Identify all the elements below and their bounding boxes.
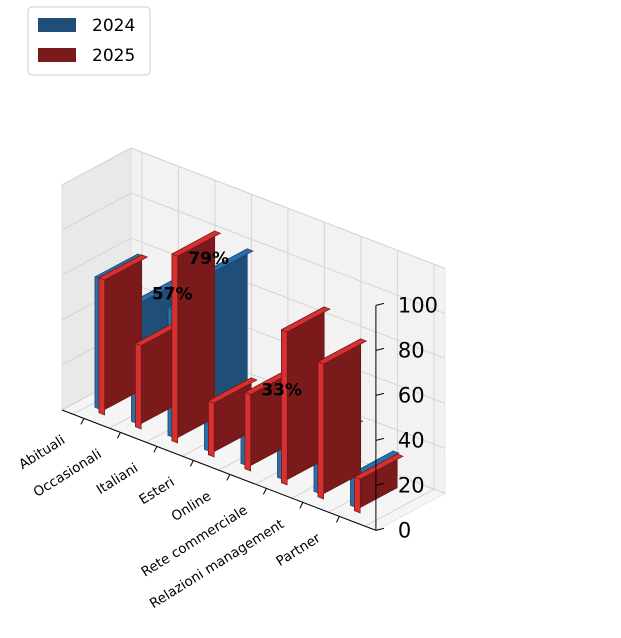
data-label: 79%: [188, 249, 229, 269]
bar-2025-online: [244, 368, 295, 472]
z-tick-label: 100: [398, 293, 438, 317]
bar-2025-relazioni-management: [317, 338, 368, 500]
x-axis-line: [61, 409, 377, 531]
z-tick-mark: [375, 302, 385, 306]
legend-swatch-2025: [38, 48, 76, 62]
z-tick-mark: [375, 482, 385, 486]
z-tick-label: 60: [398, 383, 425, 407]
legend-swatch-2024: [38, 18, 76, 32]
z-tick-mark: [375, 437, 385, 441]
z-tick-label: 80: [398, 338, 425, 362]
grid-line-z-100: [61, 147, 446, 269]
x-tick-label: Esteri: [136, 474, 177, 508]
legend-label-2024: 2024: [92, 16, 135, 36]
data-label: 33%: [261, 381, 302, 401]
data-label: 57%: [152, 285, 193, 305]
z-tick-label: 20: [398, 473, 425, 497]
data-labels: 57% 79% 33%: [152, 249, 302, 401]
z-tick-mark: [375, 392, 385, 396]
x-tick-mark: [153, 446, 158, 453]
bar-2025-esteri: [207, 377, 258, 458]
z-tick-label: 40: [398, 428, 425, 452]
bar-2025-rete-commerciale: [280, 306, 331, 486]
bars: [94, 230, 404, 514]
grid-line-z-60: [61, 237, 446, 359]
legend-label-2025: 2025: [92, 46, 135, 66]
x-tick-mark: [262, 488, 267, 495]
x-tick-mark: [189, 460, 194, 467]
bar-2025-abituali: [98, 254, 149, 416]
x-tick-mark: [299, 502, 304, 509]
z-tick-mark: [375, 527, 385, 531]
bar-2025-italiani: [171, 230, 222, 444]
x-tick-mark: [335, 516, 340, 523]
x-tick-label: Partner: [273, 530, 323, 570]
z-tick-mark: [375, 347, 385, 351]
x-tick-label: Abituali: [16, 432, 68, 473]
x-tick-label: Online: [169, 488, 214, 525]
z-tick-label: 0: [398, 518, 411, 542]
legend: 2024 2025: [27, 6, 151, 76]
grid-line-z-80: [61, 192, 446, 314]
x-tick-mark: [116, 432, 121, 439]
x-tick-mark: [80, 418, 85, 425]
grid-line-x-8: [364, 264, 435, 527]
x-tick-mark: [226, 474, 231, 481]
x-tick-label: Italiani: [94, 460, 141, 498]
